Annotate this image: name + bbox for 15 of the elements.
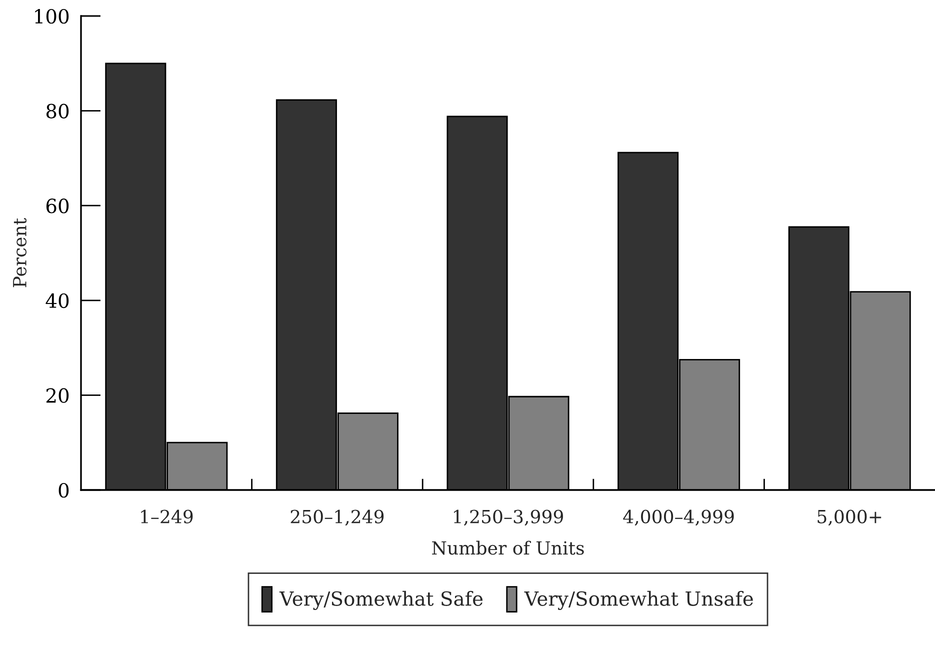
x-tick-label: 250–1,249 <box>290 510 384 526</box>
y-tick-label: 100 <box>35 8 69 24</box>
y-tick-label: 20 <box>46 388 69 403</box>
y-tick-label: 0 <box>58 482 69 498</box>
y-tick-label: 60 <box>46 198 69 214</box>
legend-label: Very/Somewhat Safe <box>279 590 483 610</box>
x-tick-label: 4,000–4,999 <box>623 510 734 526</box>
y-tick-label: 40 <box>46 293 69 308</box>
x-tick-label: 1,250–3,999 <box>454 510 563 526</box>
x-axis-title: Number of Units <box>432 540 584 555</box>
x-tick-label: 1–249 <box>141 510 193 524</box>
y-tick-label: 80 <box>46 104 69 118</box>
x-tick-label: 5,000+ <box>818 510 882 526</box>
legend-label: Very/Somewhat Unsafe <box>524 590 753 610</box>
y-axis-title: Percent <box>13 218 26 288</box>
